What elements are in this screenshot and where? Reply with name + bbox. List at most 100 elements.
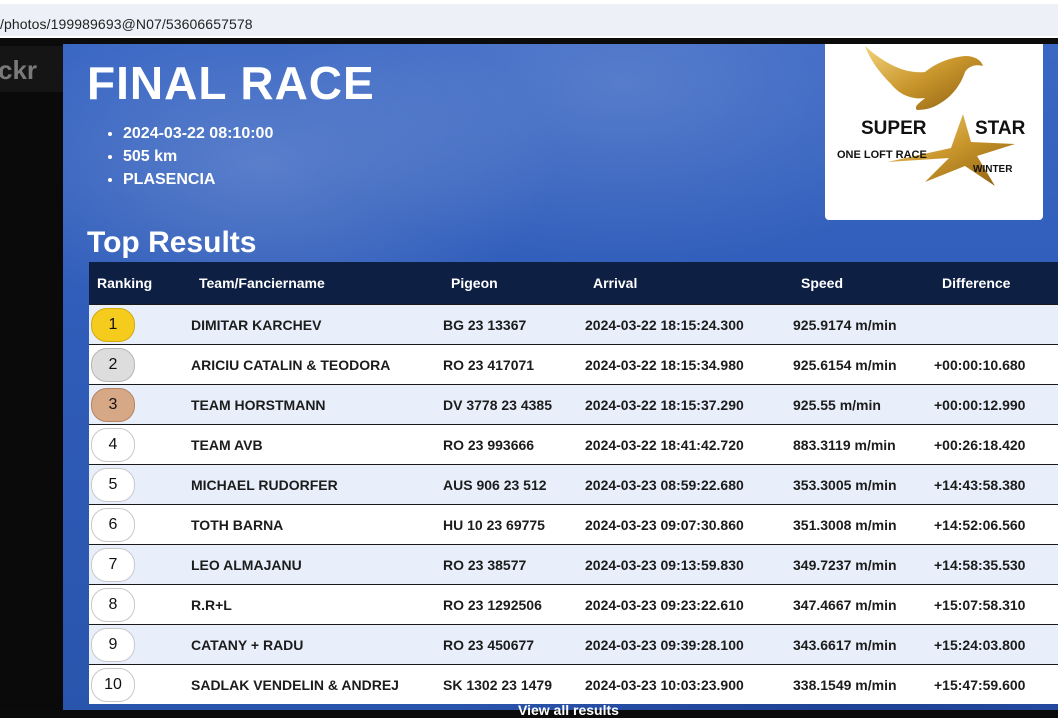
rank-badge: 10: [91, 667, 135, 702]
speed-cell: 925.55 m/min: [793, 384, 934, 425]
arrival-cell: 2024-03-23 10:03:23.900: [585, 664, 793, 704]
race-location: PLASENCIA: [123, 168, 273, 191]
arrival-cell: 2024-03-22 18:15:34.980: [585, 344, 793, 385]
left-sidebar: [0, 44, 63, 710]
pigeon-cell: SK 1302 23 1479: [443, 664, 585, 704]
race-title: FINAL RACE: [87, 57, 375, 109]
speed-cell: 925.9174 m/min: [793, 304, 934, 345]
rank-badge: 2: [91, 347, 135, 382]
pigeon-cell: DV 3778 23 4385: [443, 384, 585, 425]
rank-badge: 4: [91, 427, 135, 462]
difference-cell: +00:26:18.420: [934, 424, 1058, 465]
race-panel: FINAL RACE 2024-03-22 08:10:00 505 km PL…: [63, 44, 1058, 718]
difference-cell: +14:43:58.380: [934, 464, 1058, 505]
team-cell: DIMITAR KARCHEV: [191, 304, 443, 345]
speed-cell: 338.1549 m/min: [793, 664, 934, 704]
team-cell: CATANY + RADU: [191, 624, 443, 665]
rank-badge: 1: [91, 307, 135, 342]
team-cell: TEAM AVB: [191, 424, 443, 465]
team-cell: R.R+L: [191, 584, 443, 625]
speed-cell: 353.3005 m/min: [793, 464, 934, 505]
arrival-cell: 2024-03-22 18:15:24.300: [585, 304, 793, 345]
arrival-cell: 2024-03-23 09:23:22.610: [585, 584, 793, 625]
table-row[interactable]: 3 TEAM HORSTMANN DV 3778 23 4385 2024-03-22…: [89, 384, 1058, 425]
difference-cell: [934, 304, 1058, 345]
race-distance: 505 km: [123, 145, 273, 168]
rank-badge: 8: [91, 587, 135, 622]
difference-cell: +14:52:06.560: [934, 504, 1058, 545]
table-row[interactable]: 8 R.R+L RO 23 1292506 2024-03-23 09:23:22.6…: [89, 584, 1058, 625]
col-arrival: Arrival: [585, 262, 793, 305]
pigeon-cell: RO 23 1292506: [443, 584, 585, 625]
speed-cell: 347.4667 m/min: [793, 584, 934, 625]
results-table: Ranking Team/Fanciername Pigeon Arrival …: [89, 262, 1058, 704]
arrival-cell: 2024-03-22 18:41:42.720: [585, 424, 793, 465]
rank-badge: 3: [91, 387, 135, 422]
arrival-cell: 2024-03-22 18:15:37.290: [585, 384, 793, 425]
table-row[interactable]: 5 MICHAEL RUDORFER AUS 906 23 512 2024-03-2…: [89, 464, 1058, 505]
col-speed: Speed: [793, 262, 934, 305]
rank-badge: 9: [91, 627, 135, 662]
view-all-results-link[interactable]: View all results: [518, 702, 619, 718]
arrival-cell: 2024-03-23 09:39:28.100: [585, 624, 793, 665]
logo-winter: WINTER: [973, 164, 1013, 175]
table-row[interactable]: 1 DIMITAR KARCHEV BG 23 13367 2024-03-22 18…: [89, 304, 1058, 345]
col-team: Team/Fanciername: [191, 262, 443, 305]
rank-cell: 2: [89, 344, 191, 385]
site-logo-text: ckr: [0, 55, 38, 85]
difference-cell: +00:00:12.990: [934, 384, 1058, 425]
rank-badge: 5: [91, 467, 135, 502]
table-row[interactable]: 4 TEAM AVB RO 23 993666 2024-03-22 18:41:42…: [89, 424, 1058, 465]
arrival-cell: 2024-03-23 08:59:22.680: [585, 464, 793, 505]
pigeon-cell: RO 23 38577: [443, 544, 585, 585]
rank-cell: 6: [89, 504, 191, 545]
rank-cell: 4: [89, 424, 191, 465]
difference-cell: +15:24:03.800: [934, 624, 1058, 665]
pigeon-cell: RO 23 417071: [443, 344, 585, 385]
team-cell: MICHAEL RUDORFER: [191, 464, 443, 505]
rank-cell: 7: [89, 544, 191, 585]
team-cell: ARICIU CATALIN & TEODORA: [191, 344, 443, 385]
pigeon-cell: RO 23 993666: [443, 424, 585, 465]
team-cell: TEAM HORSTMANN: [191, 384, 443, 425]
speed-cell: 349.7237 m/min: [793, 544, 934, 585]
pigeon-cell: BG 23 13367: [443, 304, 585, 345]
team-cell: TOTH BARNA: [191, 504, 443, 545]
url-field[interactable]: /photos/199989693@N07/53606657578: [0, 4, 1058, 36]
table-row[interactable]: 9 CATANY + RADU RO 23 450677 2024-03-23 09:…: [89, 624, 1058, 665]
col-pigeon: Pigeon: [443, 262, 585, 305]
pigeon-cell: RO 23 450677: [443, 624, 585, 665]
team-cell: LEO ALMAJANU: [191, 544, 443, 585]
dove-star-icon: SUPER STAR ONE LOFT RACE WINTER: [837, 46, 1026, 186]
table-row[interactable]: 2 ARICIU CATALIN & TEODORA RO 23 417071 202…: [89, 344, 1058, 385]
col-ranking: Ranking: [89, 262, 191, 305]
pigeon-cell: AUS 906 23 512: [443, 464, 585, 505]
speed-cell: 883.3119 m/min: [793, 424, 934, 465]
difference-cell: +15:47:59.600: [934, 664, 1058, 704]
speed-cell: 343.6617 m/min: [793, 624, 934, 665]
table-row[interactable]: 10 SADLAK VENDELIN & ANDREJ SK 1302 23 147…: [89, 664, 1058, 704]
rank-cell: 9: [89, 624, 191, 665]
logo-one-loft: ONE LOFT RACE: [837, 149, 927, 161]
col-difference: Difference: [934, 262, 1058, 305]
results-heading: Top Results: [87, 226, 257, 259]
site-logo[interactable]: ckr: [0, 46, 63, 92]
rank-cell: 10: [89, 664, 191, 704]
rank-badge: 6: [91, 507, 135, 542]
table-row[interactable]: 6 TOTH BARNA HU 10 23 69775 2024-03-23 09:0…: [89, 504, 1058, 545]
rank-cell: 1: [89, 304, 191, 345]
table-header-row: Ranking Team/Fanciername Pigeon Arrival …: [89, 262, 1058, 305]
difference-cell: +15:07:58.310: [934, 584, 1058, 625]
rank-cell: 8: [89, 584, 191, 625]
difference-cell: +00:00:10.680: [934, 344, 1058, 385]
arrival-cell: 2024-03-23 09:07:30.860: [585, 504, 793, 545]
table-row[interactable]: 7 LEO ALMAJANU RO 23 38577 2024-03-23 09:13…: [89, 544, 1058, 585]
team-cell: SADLAK VENDELIN & ANDREJ: [191, 664, 443, 704]
pigeon-cell: HU 10 23 69775: [443, 504, 585, 545]
speed-cell: 351.3008 m/min: [793, 504, 934, 545]
race-logo-card: SUPER STAR ONE LOFT RACE WINTER: [825, 44, 1043, 220]
arrival-cell: 2024-03-23 09:13:59.830: [585, 544, 793, 585]
rank-cell: 5: [89, 464, 191, 505]
logo-star: STAR: [975, 118, 1026, 139]
logo-super: SUPER: [861, 118, 927, 139]
